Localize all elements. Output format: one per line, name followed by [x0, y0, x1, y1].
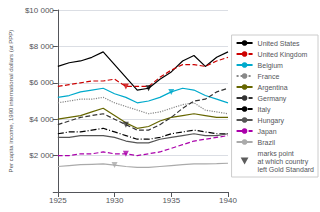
svg-text:Hungary: Hungary — [258, 117, 285, 125]
svg-text:Japan: Japan — [258, 128, 277, 136]
svg-text:Per capita income, 1990 intern: Per capita income, 1990 international do… — [8, 30, 14, 173]
svg-text:1930: 1930 — [106, 196, 124, 205]
svg-text:United Kingdom: United Kingdom — [258, 51, 308, 59]
svg-text:Argentina: Argentina — [258, 84, 288, 92]
svg-text:France: France — [258, 73, 280, 80]
svg-text:$8 000: $8 000 — [29, 42, 54, 51]
svg-text:marks point: marks point — [258, 150, 294, 158]
svg-text:$6 000: $6 000 — [29, 78, 54, 87]
svg-text:at which country: at which country — [258, 158, 309, 166]
svg-text:United States: United States — [258, 40, 301, 47]
svg-text:$10 000: $10 000 — [25, 6, 54, 15]
svg-text:1935: 1935 — [162, 196, 180, 205]
svg-text:left Gold Standard: left Gold Standard — [258, 166, 315, 173]
svg-text:$4 000: $4 000 — [29, 115, 54, 124]
svg-text:Germany: Germany — [258, 95, 287, 103]
svg-text:Brazil: Brazil — [258, 139, 276, 146]
svg-text:1925: 1925 — [49, 196, 67, 205]
svg-text:$2 000: $2 000 — [29, 151, 54, 160]
svg-text:Belgium: Belgium — [258, 62, 283, 70]
svg-text:1940: 1940 — [219, 196, 237, 205]
svg-text:Italy: Italy — [258, 106, 271, 114]
